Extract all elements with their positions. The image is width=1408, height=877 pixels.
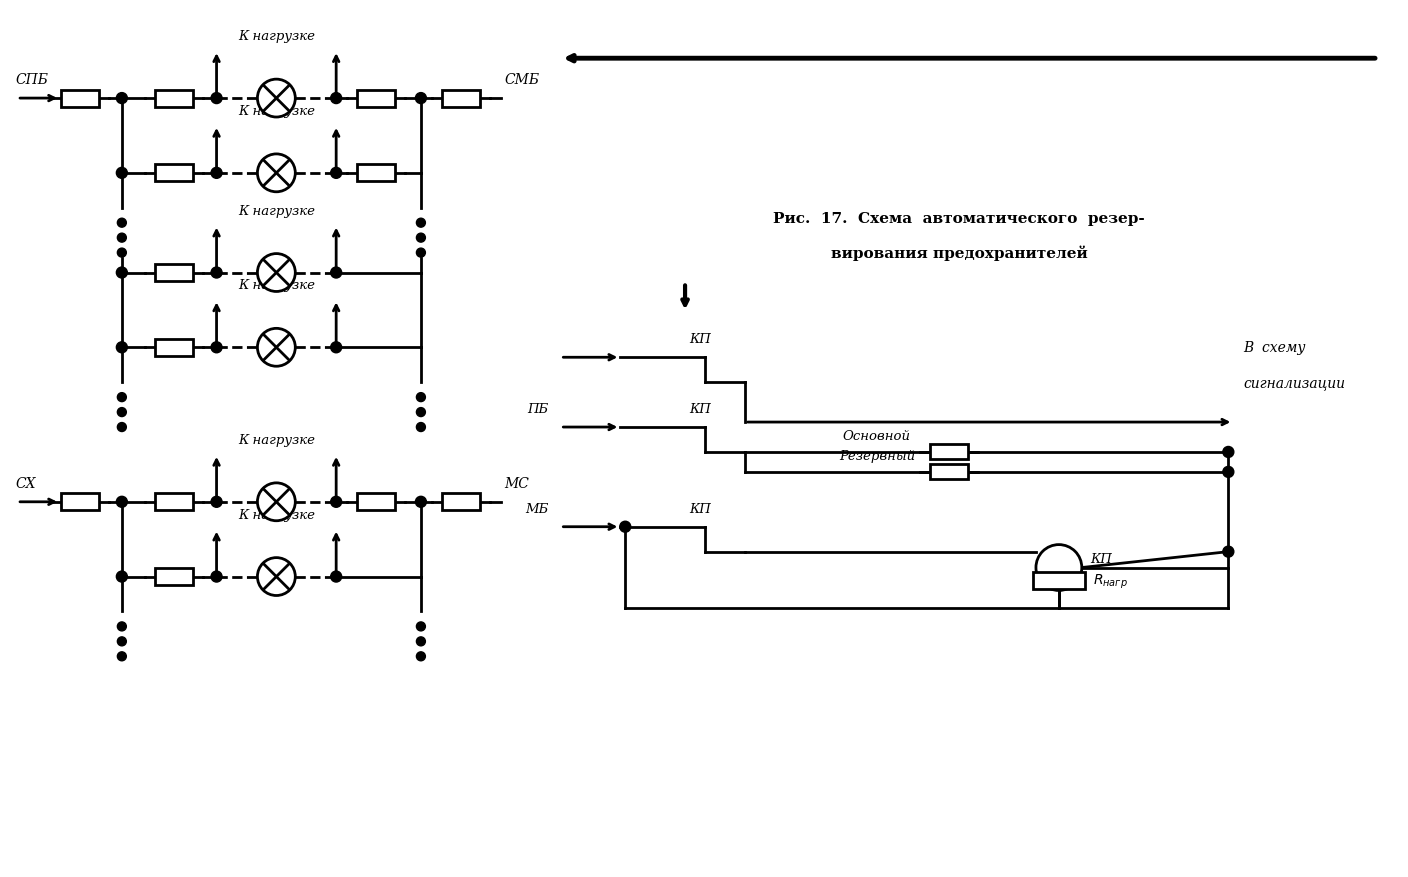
Text: Резервный: Резервный bbox=[839, 450, 915, 463]
Circle shape bbox=[117, 622, 127, 631]
Text: вирования предохранителей: вирования предохранителей bbox=[831, 245, 1087, 260]
Text: СХ: СХ bbox=[15, 477, 35, 491]
Bar bbox=[358, 89, 396, 106]
Text: КП: КП bbox=[689, 333, 711, 346]
Bar bbox=[358, 494, 396, 510]
Circle shape bbox=[415, 496, 427, 507]
Circle shape bbox=[1224, 446, 1233, 458]
Bar bbox=[155, 89, 193, 106]
Circle shape bbox=[117, 168, 127, 178]
Text: МБ: МБ bbox=[525, 503, 549, 516]
Circle shape bbox=[117, 342, 127, 353]
Bar bbox=[931, 465, 969, 480]
Circle shape bbox=[117, 233, 127, 242]
Text: В  схему: В схему bbox=[1243, 341, 1305, 355]
Circle shape bbox=[117, 408, 127, 417]
Circle shape bbox=[1224, 467, 1233, 477]
Circle shape bbox=[258, 558, 296, 595]
Bar bbox=[155, 339, 193, 356]
Text: К нагрузке: К нагрузке bbox=[238, 509, 315, 522]
Circle shape bbox=[117, 637, 127, 645]
Text: К нагрузке: К нагрузке bbox=[238, 105, 315, 118]
Circle shape bbox=[417, 233, 425, 242]
Circle shape bbox=[331, 168, 342, 178]
Circle shape bbox=[417, 652, 425, 660]
Circle shape bbox=[117, 496, 127, 507]
Circle shape bbox=[258, 328, 296, 367]
Bar bbox=[155, 568, 193, 585]
Bar bbox=[1033, 572, 1084, 589]
Circle shape bbox=[211, 93, 222, 103]
Text: Рис.  17.  Схема  автоматического  резер-: Рис. 17. Схема автоматического резер- bbox=[773, 211, 1145, 225]
Circle shape bbox=[117, 93, 127, 103]
Bar bbox=[442, 494, 480, 510]
Circle shape bbox=[117, 571, 127, 582]
Circle shape bbox=[211, 168, 222, 178]
Circle shape bbox=[417, 393, 425, 402]
Bar bbox=[61, 494, 99, 510]
Circle shape bbox=[117, 267, 127, 278]
Text: сигнализации: сигнализации bbox=[1243, 376, 1345, 390]
Bar bbox=[155, 164, 193, 182]
Circle shape bbox=[211, 267, 222, 278]
Text: СМБ: СМБ bbox=[504, 73, 539, 87]
Circle shape bbox=[331, 267, 342, 278]
Bar bbox=[442, 89, 480, 106]
Text: МС: МС bbox=[504, 477, 529, 491]
Text: К нагрузке: К нагрузке bbox=[238, 204, 315, 217]
Bar bbox=[61, 89, 99, 106]
Bar bbox=[155, 494, 193, 510]
Circle shape bbox=[117, 423, 127, 431]
Text: К нагрузке: К нагрузке bbox=[238, 31, 315, 43]
Circle shape bbox=[331, 342, 342, 353]
Circle shape bbox=[417, 248, 425, 257]
Circle shape bbox=[331, 571, 342, 582]
Text: КП: КП bbox=[1090, 553, 1111, 566]
Text: К нагрузке: К нагрузке bbox=[238, 280, 315, 292]
Circle shape bbox=[417, 423, 425, 431]
Bar bbox=[931, 445, 969, 460]
Circle shape bbox=[417, 637, 425, 645]
Circle shape bbox=[258, 153, 296, 192]
Circle shape bbox=[417, 218, 425, 227]
Circle shape bbox=[417, 622, 425, 631]
Circle shape bbox=[258, 483, 296, 521]
Circle shape bbox=[620, 521, 631, 532]
Circle shape bbox=[211, 342, 222, 353]
Circle shape bbox=[258, 79, 296, 117]
Text: К нагрузке: К нагрузке bbox=[238, 434, 315, 447]
Circle shape bbox=[1224, 546, 1233, 557]
Circle shape bbox=[258, 253, 296, 291]
Circle shape bbox=[1036, 545, 1081, 590]
Text: ПБ: ПБ bbox=[527, 403, 549, 416]
Circle shape bbox=[415, 93, 427, 103]
Text: Основной: Основной bbox=[843, 430, 911, 443]
Circle shape bbox=[331, 496, 342, 507]
Circle shape bbox=[117, 652, 127, 660]
Circle shape bbox=[117, 393, 127, 402]
Circle shape bbox=[117, 248, 127, 257]
Text: КП: КП bbox=[689, 503, 711, 516]
Circle shape bbox=[417, 408, 425, 417]
Bar bbox=[358, 164, 396, 182]
Circle shape bbox=[211, 496, 222, 507]
Circle shape bbox=[331, 93, 342, 103]
Circle shape bbox=[211, 571, 222, 582]
Text: $R_{нагр}$: $R_{нагр}$ bbox=[1093, 573, 1128, 591]
Bar bbox=[155, 264, 193, 281]
Circle shape bbox=[117, 218, 127, 227]
Text: СПБ: СПБ bbox=[15, 73, 48, 87]
Text: КП: КП bbox=[689, 403, 711, 416]
